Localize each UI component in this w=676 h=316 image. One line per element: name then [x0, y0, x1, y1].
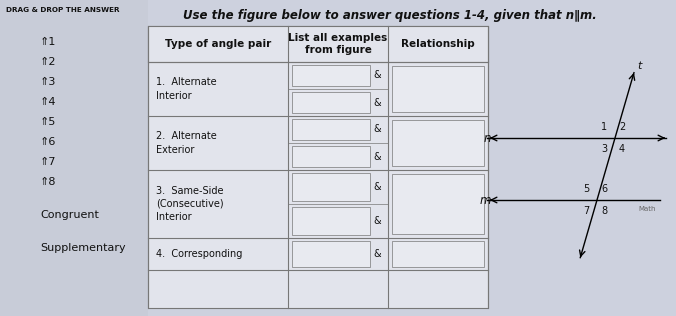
Bar [292, 65, 370, 86]
Text: Congruent: Congruent [40, 210, 99, 220]
Bar [392, 241, 484, 267]
Text: &: & [373, 70, 381, 81]
Text: ⇑6: ⇑6 [40, 137, 56, 147]
Text: 4: 4 [619, 144, 625, 154]
Bar [292, 207, 370, 235]
Text: Supplementary: Supplementary [40, 243, 126, 253]
Text: 8: 8 [601, 206, 607, 216]
Bar [292, 119, 370, 140]
Text: ⇑8: ⇑8 [40, 177, 57, 187]
Text: 1: 1 [601, 122, 607, 132]
Bar [392, 66, 484, 112]
Text: Math: Math [639, 206, 656, 212]
Bar [0, 0, 148, 316]
Text: &: & [373, 125, 381, 135]
Text: 6: 6 [601, 184, 607, 194]
Text: ⇑7: ⇑7 [40, 157, 57, 167]
Text: &: & [373, 98, 381, 107]
Text: ⇑2: ⇑2 [40, 57, 57, 67]
Text: ⇑3: ⇑3 [40, 77, 56, 87]
Bar [292, 92, 370, 113]
Bar [148, 26, 488, 62]
Bar [292, 146, 370, 167]
Bar [292, 173, 370, 201]
Text: ⇑1: ⇑1 [40, 37, 56, 47]
Text: DRAG & DROP THE ANSWER: DRAG & DROP THE ANSWER [6, 7, 120, 13]
Text: List all examples
from figure: List all examples from figure [289, 33, 387, 55]
Bar [292, 241, 370, 267]
Text: 5: 5 [583, 184, 589, 194]
Text: 3.  Same-Side
(Consecutive)
Interior: 3. Same-Side (Consecutive) Interior [156, 186, 224, 222]
Text: &: & [373, 182, 381, 192]
Text: &: & [373, 216, 381, 226]
Text: 3: 3 [601, 144, 607, 154]
Text: ⇑4: ⇑4 [40, 97, 57, 107]
Text: t: t [637, 61, 642, 71]
Text: 7: 7 [583, 206, 589, 216]
Text: &: & [373, 151, 381, 161]
Text: ⇑5: ⇑5 [40, 117, 56, 127]
Text: Relationship: Relationship [401, 39, 475, 49]
Text: m: m [479, 193, 491, 206]
Bar [392, 174, 484, 234]
Bar [148, 26, 488, 308]
Bar [392, 120, 484, 166]
Text: 1.  Alternate
Interior: 1. Alternate Interior [156, 77, 216, 100]
Text: &: & [373, 249, 381, 259]
Text: Type of angle pair: Type of angle pair [165, 39, 271, 49]
Text: n: n [483, 131, 491, 144]
Text: 2: 2 [619, 122, 625, 132]
Text: 4.  Corresponding: 4. Corresponding [156, 249, 243, 259]
Text: Use the figure below to answer questions 1-4, given that n∥m.: Use the figure below to answer questions… [183, 9, 597, 22]
Text: 2.  Alternate
Exterior: 2. Alternate Exterior [156, 131, 217, 155]
